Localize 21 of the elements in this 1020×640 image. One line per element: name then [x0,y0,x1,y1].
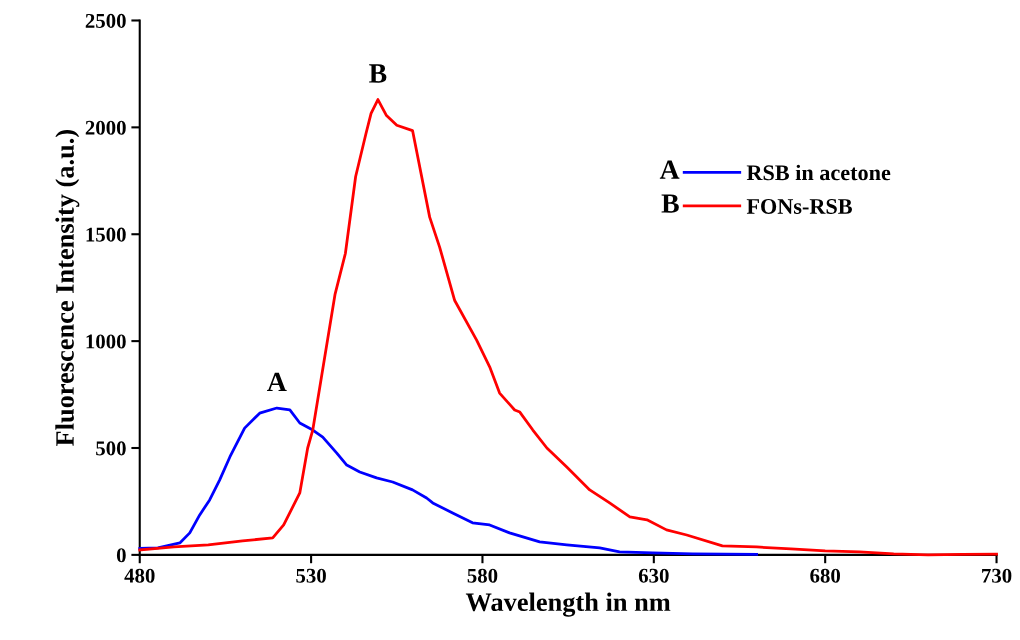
legend-label: FONs-RSB [746,198,852,214]
y-axis-title: Fluorescence Intensity (a.u.) [55,130,80,447]
y-tick-label: 500 [96,441,126,456]
y-tick-label: 0 [116,548,126,563]
legend-label: RSB in acetone [746,164,891,181]
x-tick-label: 730 [982,568,1012,583]
text: A [659,160,680,179]
y-tick-label: 2000 [85,120,126,135]
x-tick-label: 680 [810,568,841,583]
annotation: A [267,372,287,391]
x-tick-label: 480 [124,568,155,583]
line-series [138,406,759,556]
y-tick-label: 1000 [86,334,126,349]
text: B [661,194,679,213]
x-tick-label: 630 [638,568,669,583]
x-tick-label: 530 [296,568,326,583]
y-tick-label: 2500 [85,13,126,28]
x-tick-label: 580 [467,568,498,583]
x-axis-title: Wavelength in nm [465,592,671,617]
annotation: B [369,64,387,83]
y-tick-label: 1500 [86,227,126,242]
